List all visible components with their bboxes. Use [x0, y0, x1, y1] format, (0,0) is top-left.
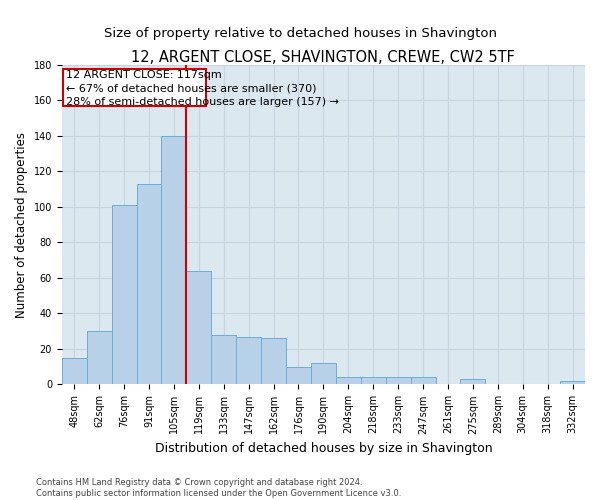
Bar: [560, 381, 585, 384]
Text: 12 ARGENT CLOSE: 117sqm
← 67% of detached houses are smaller (370)
28% of semi-d: 12 ARGENT CLOSE: 117sqm ← 67% of detache…: [65, 70, 338, 106]
Bar: [460, 379, 485, 384]
Bar: [261, 338, 286, 384]
Bar: [236, 336, 261, 384]
Bar: [286, 366, 311, 384]
Bar: [161, 136, 187, 384]
Bar: [311, 363, 336, 384]
Bar: [112, 205, 137, 384]
Text: Size of property relative to detached houses in Shavington: Size of property relative to detached ho…: [104, 28, 497, 40]
Bar: [410, 378, 436, 384]
Bar: [137, 184, 161, 384]
Bar: [187, 271, 211, 384]
Title: 12, ARGENT CLOSE, SHAVINGTON, CREWE, CW2 5TF: 12, ARGENT CLOSE, SHAVINGTON, CREWE, CW2…: [131, 50, 515, 65]
FancyBboxPatch shape: [63, 68, 206, 106]
Bar: [361, 378, 386, 384]
Bar: [386, 378, 410, 384]
Bar: [62, 358, 86, 384]
Bar: [336, 378, 361, 384]
Bar: [86, 331, 112, 384]
Bar: [211, 335, 236, 384]
Y-axis label: Number of detached properties: Number of detached properties: [15, 132, 28, 318]
X-axis label: Distribution of detached houses by size in Shavington: Distribution of detached houses by size …: [155, 442, 492, 455]
Text: Contains HM Land Registry data © Crown copyright and database right 2024.
Contai: Contains HM Land Registry data © Crown c…: [36, 478, 401, 498]
